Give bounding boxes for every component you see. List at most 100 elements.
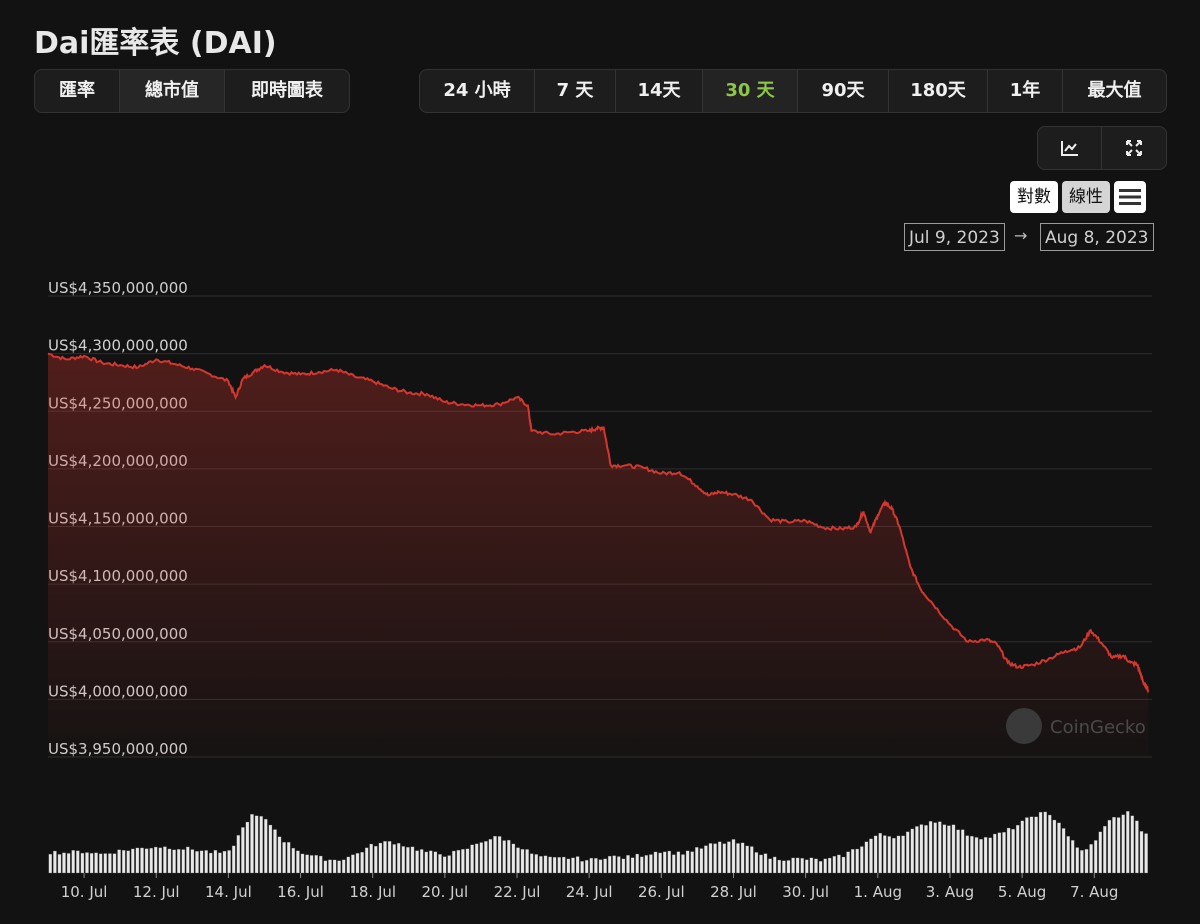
volume-bar	[346, 856, 351, 874]
volume-bar	[447, 855, 451, 874]
volume-bar	[910, 828, 915, 874]
volume-bar	[717, 841, 722, 874]
scale-toggle: 對數 線性	[1010, 181, 1146, 213]
x-tick-label: 24. Jul	[566, 883, 613, 901]
volume-bar	[736, 843, 740, 874]
tab-live-chart[interactable]: 即時圖表	[251, 80, 323, 101]
x-tick-label: 28. Jul	[710, 883, 757, 901]
volume-bar	[396, 843, 401, 874]
volume-bar	[970, 835, 974, 874]
volume-bar	[786, 860, 791, 874]
volume-bar	[1043, 811, 1047, 874]
date-to-input[interactable]: Aug 8, 2023	[1040, 223, 1154, 251]
tab-7d[interactable]: 7 天	[535, 70, 616, 112]
volume-bar	[750, 846, 754, 874]
volume-bar	[1126, 811, 1130, 874]
volume-bar	[942, 824, 947, 874]
volume-bar	[1080, 850, 1084, 874]
volume-bar	[827, 857, 832, 874]
volume-bar	[603, 858, 607, 874]
volume-bar	[979, 838, 983, 874]
volume-bar	[332, 859, 337, 874]
volume-bar	[795, 857, 800, 874]
volume-bar	[507, 839, 511, 874]
volume-bar	[1144, 833, 1148, 874]
volume-bar	[814, 858, 818, 874]
tab-14d[interactable]: 14天	[616, 70, 703, 112]
x-tick-label: 22. Jul	[494, 883, 541, 901]
view-tab-group: 匯率 總市值 即時圖表	[34, 69, 350, 113]
expand-icon[interactable]	[1102, 127, 1166, 169]
line-chart-icon[interactable]	[1038, 127, 1102, 169]
volume-bar	[190, 849, 195, 874]
volume-bar	[672, 854, 676, 874]
volume-bar	[401, 846, 406, 874]
volume-bar	[699, 848, 704, 874]
tab-30d[interactable]: 30 天	[703, 70, 798, 112]
volume-bar	[681, 854, 685, 874]
volume-bar	[328, 859, 332, 874]
volume-bar	[383, 841, 387, 874]
volume-bar	[1107, 819, 1112, 874]
volume-bar	[901, 835, 905, 874]
volume-bar	[1038, 811, 1043, 874]
volume-bar	[704, 845, 708, 874]
x-tick-label: 26. Jul	[638, 883, 685, 901]
volume-bar	[300, 853, 305, 874]
tab-180d[interactable]: 180天	[889, 70, 988, 112]
volume-bar	[768, 858, 772, 874]
tab-1y[interactable]: 1年	[988, 70, 1063, 112]
volume-bar	[236, 835, 241, 874]
volume-bar	[135, 847, 140, 874]
volume-bar	[1034, 816, 1038, 874]
volume-bar	[997, 832, 1002, 874]
x-tick-label: 5. Aug	[998, 883, 1046, 901]
log-scale-button[interactable]: 對數	[1010, 181, 1058, 213]
volume-bar	[1011, 828, 1015, 874]
volume-bar	[474, 843, 479, 874]
volume-bar	[493, 835, 497, 874]
tab-price[interactable]: 匯率	[35, 70, 120, 112]
volume-bar	[121, 850, 126, 874]
volume-bar	[209, 852, 213, 874]
volume-bar	[635, 853, 639, 874]
volume-bar	[695, 847, 699, 874]
volume-bar	[341, 859, 346, 874]
volume-bar	[484, 841, 488, 874]
volume-bar	[552, 857, 557, 874]
volume-bar	[470, 844, 474, 874]
volume-bar	[1075, 847, 1080, 874]
volume-bar	[685, 850, 690, 874]
x-tick-label: 3. Aug	[926, 883, 974, 901]
x-tick-label: 30. Jul	[782, 883, 829, 901]
volume-bar	[424, 851, 429, 874]
tab-24h[interactable]: 24 小時	[420, 70, 535, 112]
linear-scale-button[interactable]: 線性	[1062, 181, 1110, 213]
volume-bar	[869, 838, 873, 874]
volume-bar	[264, 818, 268, 874]
volume-bar	[860, 846, 864, 874]
hamburger-menu-icon[interactable]	[1114, 181, 1146, 213]
volume-bar	[548, 856, 552, 874]
tab-90d[interactable]: 90天	[798, 70, 889, 112]
volume-bar	[76, 850, 80, 874]
volume-bar	[410, 846, 415, 874]
volume-bar	[1116, 817, 1121, 874]
volume-bar	[534, 854, 539, 874]
tab-market-cap[interactable]: 總市值	[120, 70, 225, 112]
volume-bar	[1098, 831, 1103, 874]
tab-max[interactable]: 最大值	[1087, 80, 1142, 101]
volume-bar	[351, 854, 355, 874]
date-from-input[interactable]: Jul 9, 2023	[904, 223, 1005, 251]
volume-bar	[89, 853, 94, 874]
volume-bar	[286, 842, 291, 874]
volume-bar	[630, 857, 635, 874]
volume-bar	[1048, 814, 1052, 874]
volume-bar	[378, 842, 383, 874]
volume-bar	[94, 852, 98, 874]
volume-bar	[740, 842, 745, 874]
volume-bar	[1103, 825, 1107, 874]
coingecko-logo-icon	[1006, 708, 1042, 744]
volume-bar	[823, 858, 827, 874]
